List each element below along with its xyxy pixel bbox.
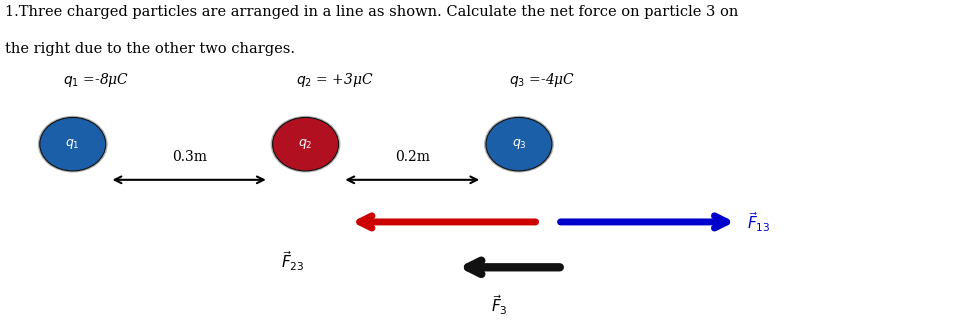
Text: $q_2$: $q_2$: [298, 137, 312, 151]
Text: the right due to the other two charges.: the right due to the other two charges.: [5, 42, 295, 56]
Ellipse shape: [40, 118, 106, 171]
Ellipse shape: [270, 116, 340, 172]
Text: $\vec{F}_3$: $\vec{F}_3$: [490, 293, 508, 317]
Text: 0.3m: 0.3m: [172, 150, 206, 164]
Text: $q_2$ = +3μC: $q_2$ = +3μC: [296, 71, 373, 89]
Text: 1.Three charged particles are arranged in a line as shown. Calculate the net for: 1.Three charged particles are arranged i…: [5, 5, 737, 19]
Text: $\vec{F}_{13}$: $\vec{F}_{13}$: [746, 210, 769, 234]
Ellipse shape: [38, 116, 108, 172]
Ellipse shape: [485, 118, 551, 171]
Text: $q_1$ =-8μC: $q_1$ =-8μC: [63, 71, 129, 89]
Ellipse shape: [484, 116, 553, 172]
Ellipse shape: [272, 118, 338, 171]
Text: $\vec{F}_{23}$: $\vec{F}_{23}$: [281, 249, 304, 273]
Text: 0.2m: 0.2m: [394, 150, 429, 164]
Text: $q_1$: $q_1$: [65, 137, 80, 151]
Text: $q_3$ =-4μC: $q_3$ =-4μC: [509, 71, 575, 89]
Text: $q_3$: $q_3$: [511, 137, 526, 151]
